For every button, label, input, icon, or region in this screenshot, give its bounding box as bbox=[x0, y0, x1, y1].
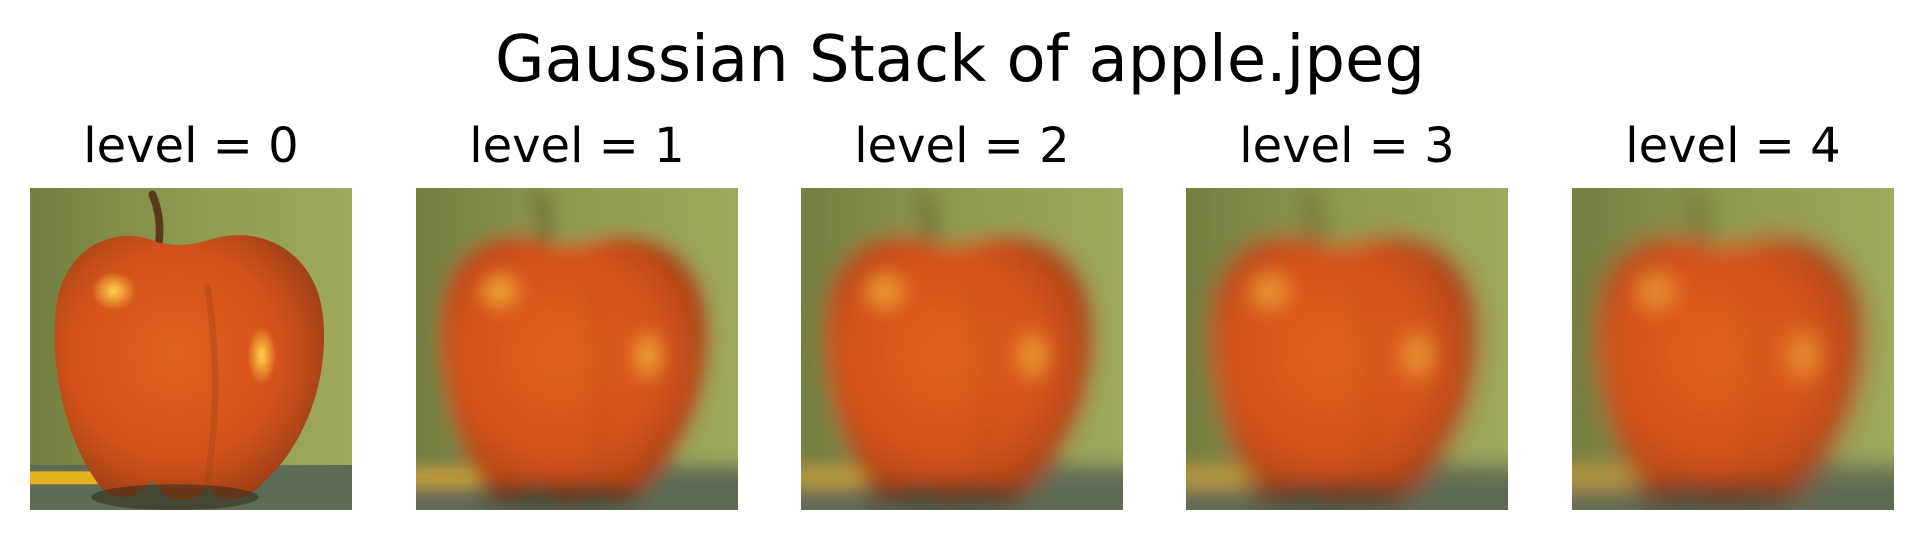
panel-title: level = 1 bbox=[416, 118, 738, 188]
apple-image-level-0 bbox=[30, 188, 352, 510]
panel-level-4: level = 4 bbox=[1572, 118, 1894, 510]
panel-title: level = 3 bbox=[1186, 118, 1508, 188]
apple-image-level-4 bbox=[1572, 188, 1894, 510]
panel-title: level = 4 bbox=[1572, 118, 1894, 188]
apple-photo bbox=[30, 188, 352, 510]
panel-title: level = 2 bbox=[801, 118, 1123, 188]
figure-title: Gaussian Stack of apple.jpeg bbox=[0, 22, 1920, 98]
panel-level-0: level = 0 bbox=[30, 118, 352, 510]
apple-photo bbox=[801, 188, 1123, 510]
apple-photo bbox=[1572, 188, 1894, 510]
panel-level-1: level = 1 bbox=[416, 118, 738, 510]
apple-photo bbox=[416, 188, 738, 510]
panel-level-3: level = 3 bbox=[1186, 118, 1508, 510]
apple-photo bbox=[1186, 188, 1508, 510]
panel-title: level = 0 bbox=[30, 118, 352, 188]
apple-image-level-2 bbox=[801, 188, 1123, 510]
apple-image-level-1 bbox=[416, 188, 738, 510]
apple-image-level-3 bbox=[1186, 188, 1508, 510]
panel-level-2: level = 2 bbox=[801, 118, 1123, 510]
